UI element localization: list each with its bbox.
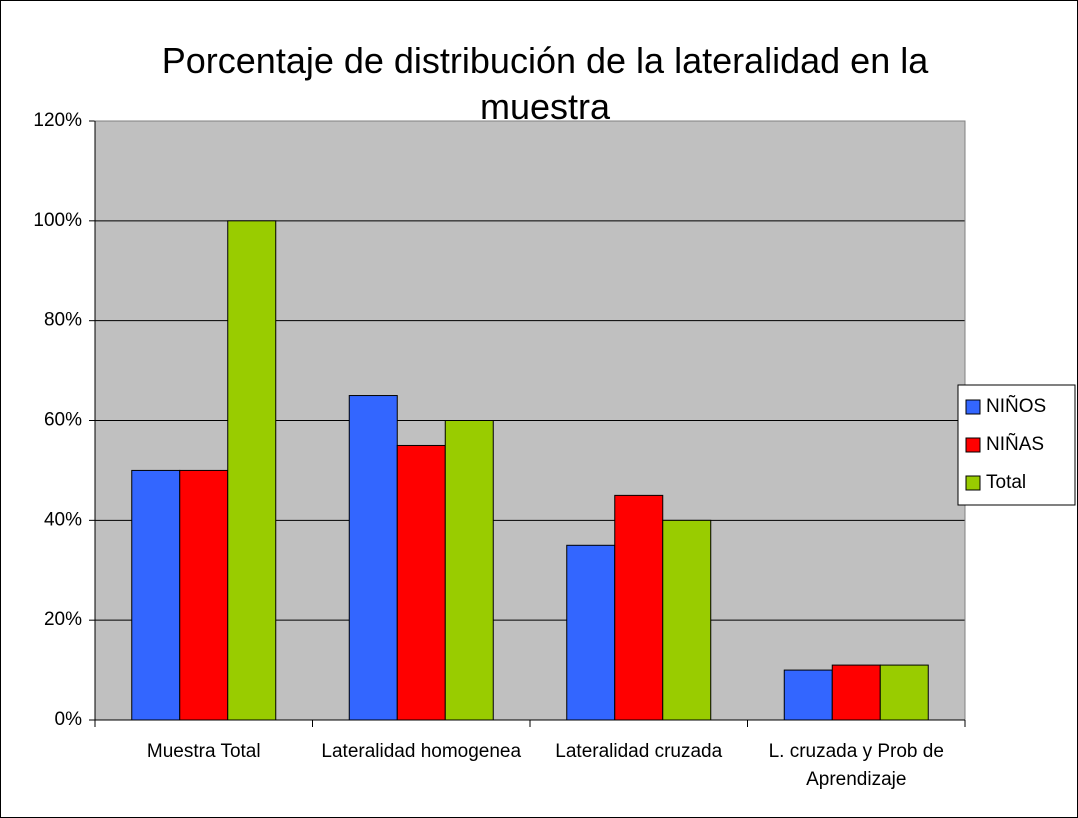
x-tick-label: Muestra Total — [146, 741, 261, 762]
legend-swatch — [965, 437, 981, 453]
bar — [879, 664, 929, 721]
bar — [831, 664, 881, 721]
bar — [783, 669, 833, 721]
bar — [179, 469, 229, 721]
legend-swatch — [965, 399, 981, 415]
y-tick-label: 60% — [44, 410, 82, 431]
y-tick-label: 0% — [55, 709, 83, 730]
bar — [396, 444, 446, 721]
y-tick-label: 100% — [33, 210, 82, 231]
y-tick-label: 80% — [44, 310, 82, 331]
x-tick-label: Lateralidad homogenea — [321, 741, 522, 762]
bar — [348, 395, 398, 721]
bar — [614, 494, 664, 721]
bar — [227, 220, 277, 721]
y-tick-label: 20% — [44, 609, 82, 630]
legend-label: NIÑOS — [986, 395, 1046, 417]
legend-label: Total — [986, 472, 1026, 493]
y-tick-label: 40% — [44, 509, 82, 530]
legend-label: NIÑAS — [986, 433, 1044, 455]
bar — [131, 469, 181, 721]
x-tick-label: Lateralidad cruzada — [555, 741, 723, 762]
bar — [662, 519, 712, 721]
bar — [566, 544, 616, 721]
x-tick-label: L. cruzada y Prob de Aprendizaje — [768, 741, 944, 790]
chart-title: Porcentaje de distribución de la lateral… — [161, 40, 929, 127]
bar — [444, 420, 494, 721]
legend-swatch — [965, 475, 981, 491]
y-tick-label: 120% — [33, 110, 82, 131]
